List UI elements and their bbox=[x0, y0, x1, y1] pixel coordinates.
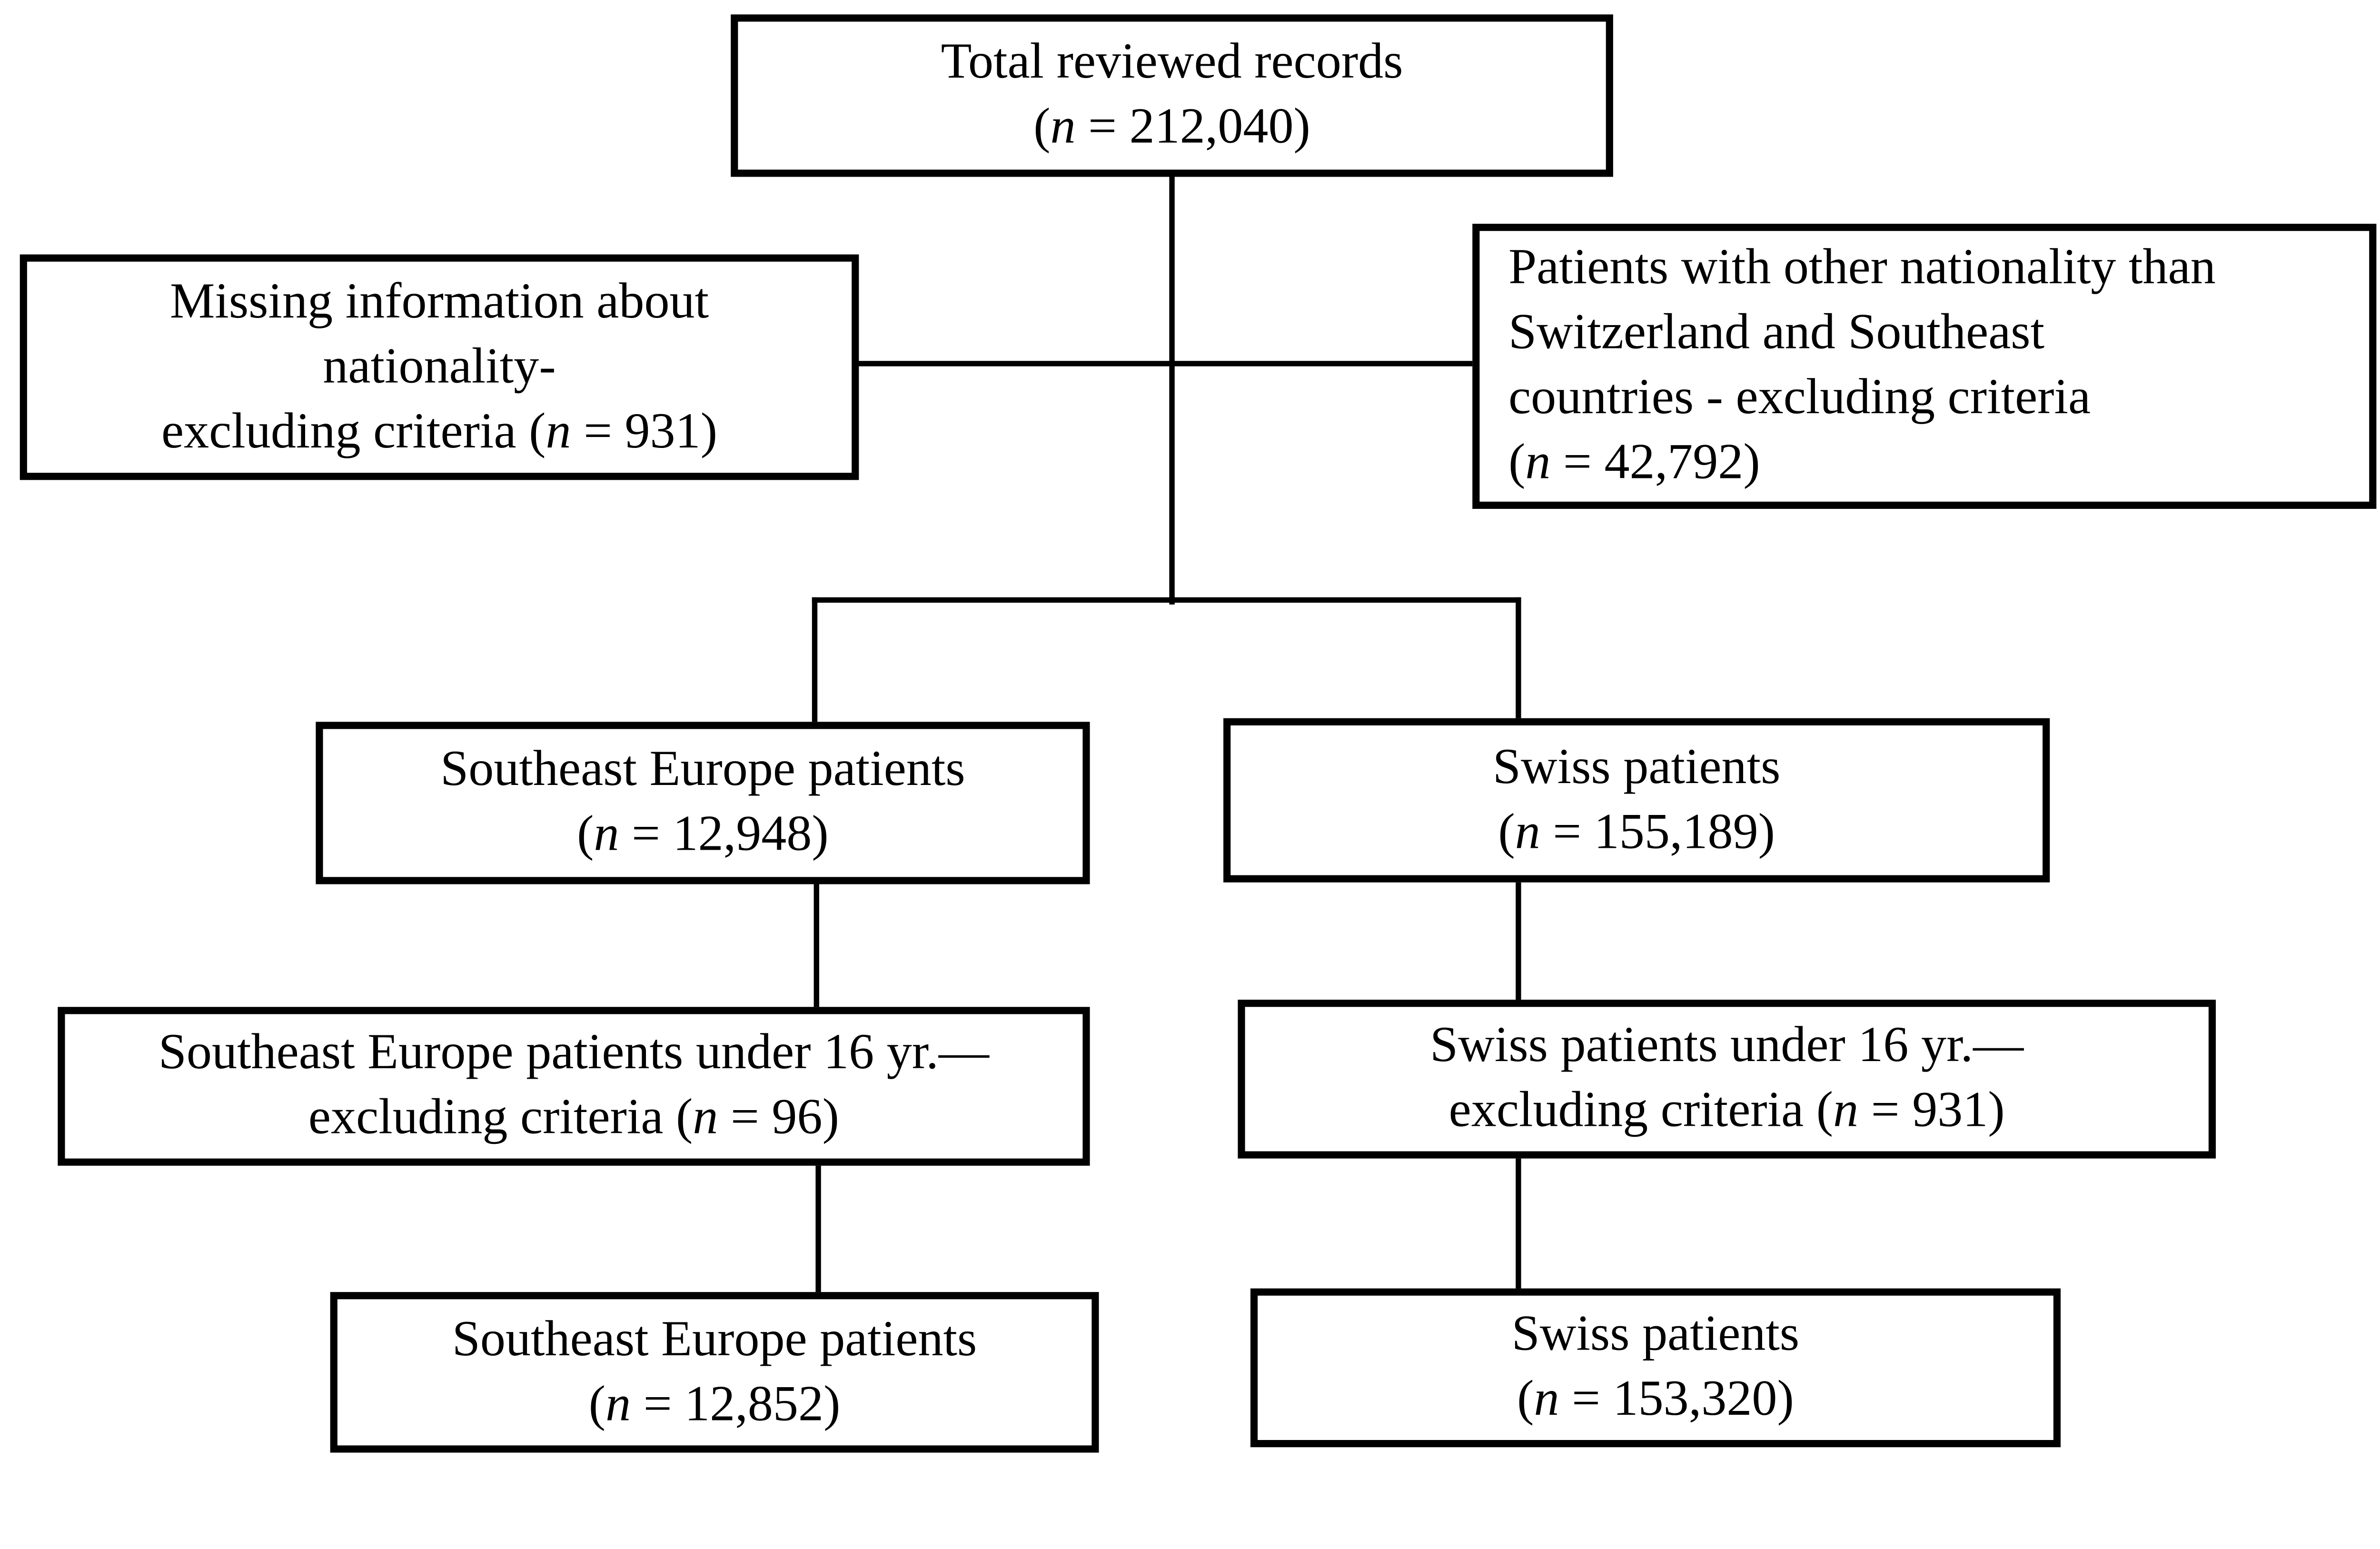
n-symbol: n bbox=[545, 403, 571, 459]
box-label: Switzerland and Southeast bbox=[1508, 305, 2045, 361]
box-label: Swiss patients bbox=[1511, 1306, 1800, 1363]
box-label: Swiss patients under 16 yr.— bbox=[1430, 1017, 2024, 1074]
connector-swiss-under16-to-final bbox=[1516, 1155, 1521, 1294]
connector-total-to-branch bbox=[1169, 171, 1175, 605]
sample-size: (n = 212,040) bbox=[1033, 99, 1310, 156]
sample-size: (n = 42,792) bbox=[1508, 435, 1760, 491]
connector-swiss-to-under16 bbox=[1516, 877, 1521, 1005]
sample-size: (n = 931) bbox=[529, 403, 718, 459]
n-symbol: n bbox=[1525, 435, 1551, 491]
box-missing-nationality-exclusion: Missing information about nationality- e… bbox=[20, 254, 859, 480]
box-label: Southeast Europe patients bbox=[452, 1311, 977, 1367]
n-symbol: n bbox=[1515, 804, 1540, 860]
connector-branch-to-swiss bbox=[1516, 597, 1521, 724]
box-other-nationality-exclusion: Patients with other nationality than Swi… bbox=[1472, 224, 2377, 509]
box-count: (n = 212,040) bbox=[1033, 96, 1310, 160]
box-swiss-patients: Swiss patients (n = 155,189) bbox=[1223, 718, 2050, 883]
box-count: (n = 12,852) bbox=[589, 1372, 841, 1437]
box-label: Swiss patients bbox=[1492, 739, 1781, 795]
sample-size: (n = 96) bbox=[676, 1090, 839, 1146]
box-label: Southeast Europe patients under 16 yr.— bbox=[158, 1025, 989, 1081]
connector-branch-to-southeast bbox=[812, 597, 818, 727]
box-swiss-patients-final: Swiss patients (n = 153,320) bbox=[1250, 1288, 2061, 1448]
box-count: (n = 155,189) bbox=[1498, 800, 1775, 865]
box-label: Southeast Europe patients bbox=[440, 741, 965, 798]
connector-branch-bar bbox=[812, 597, 1521, 603]
box-southeast-europe-patients-final: Southeast Europe patients (n = 12,852) bbox=[330, 1292, 1099, 1453]
sample-size: (n = 12,852) bbox=[588, 1376, 841, 1432]
box-label-with-count: excluding criteria (n = 96) bbox=[308, 1090, 839, 1146]
connector-exclusion-crossbar bbox=[855, 361, 1476, 367]
n-symbol: n bbox=[605, 1376, 631, 1432]
box-label-with-count: excluding criteria (n = 931) bbox=[161, 403, 718, 459]
connector-southeast-to-under16 bbox=[813, 879, 820, 1013]
sample-size: (n = 12,948) bbox=[577, 806, 829, 863]
box-swiss-under16-exclusion: Swiss patients under 16 yr.— excluding c… bbox=[1238, 1000, 2216, 1159]
box-southeast-under16-exclusion: Southeast Europe patients under 16 yr.— … bbox=[58, 1007, 1090, 1166]
box-count: (n = 153,320) bbox=[1517, 1368, 1794, 1432]
sample-size: (n = 153,320) bbox=[1517, 1371, 1794, 1428]
box-label-with-count: excluding criteria (n = 931) bbox=[1448, 1082, 2005, 1139]
box-label: Missing information about bbox=[169, 273, 709, 329]
n-symbol: n bbox=[1534, 1371, 1559, 1428]
flowchart-canvas: Total reviewed records (n = 212,040) Mis… bbox=[20, 14, 2377, 1453]
box-label: Total reviewed records bbox=[941, 34, 1403, 90]
box-count: (n = 12,948) bbox=[577, 803, 829, 868]
n-symbol: n bbox=[594, 806, 619, 863]
box-count: (n = 42,792) bbox=[1508, 431, 1760, 496]
sample-size: (n = 931) bbox=[1816, 1082, 2005, 1139]
box-label: Patients with other nationality than bbox=[1508, 240, 2216, 296]
sample-size: (n = 155,189) bbox=[1498, 804, 1775, 860]
box-label: countries - excluding criteria bbox=[1508, 370, 2091, 426]
n-symbol: n bbox=[693, 1090, 718, 1146]
connector-southeast-under16-to-final bbox=[815, 1160, 821, 1298]
box-label: nationality- bbox=[323, 338, 556, 395]
box-southeast-europe-patients: Southeast Europe patients (n = 12,948) bbox=[316, 722, 1090, 884]
box-total-reviewed-records: Total reviewed records (n = 212,040) bbox=[731, 14, 1613, 177]
n-symbol: n bbox=[1050, 99, 1076, 156]
n-symbol: n bbox=[1833, 1082, 1859, 1139]
